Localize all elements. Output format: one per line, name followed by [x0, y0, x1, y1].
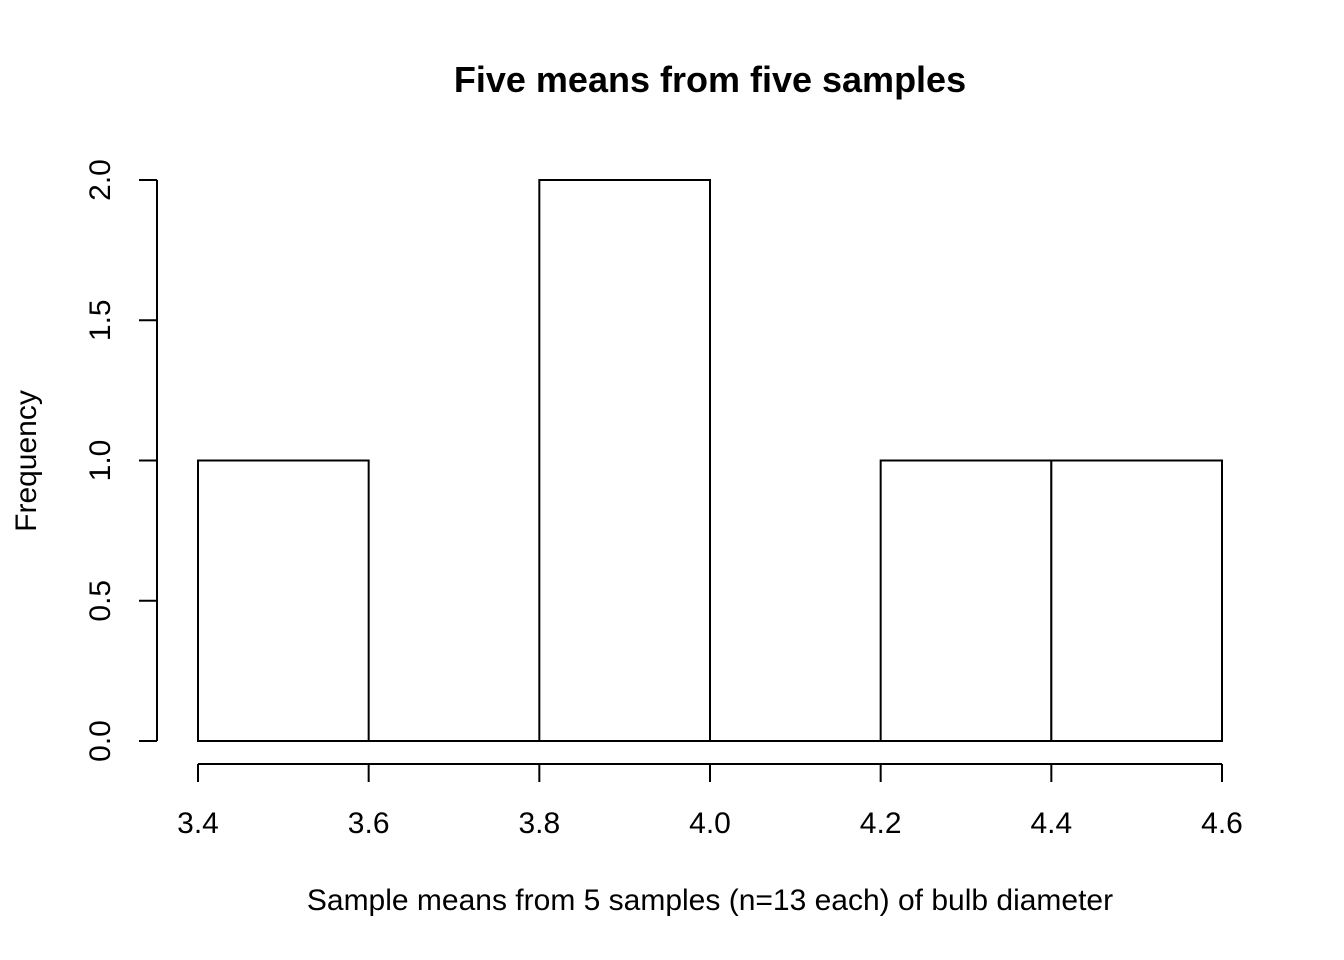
x-tick-label: 4.4: [1030, 807, 1072, 840]
y-tick-label: 2.0: [84, 159, 117, 201]
y-tick-label: 1.0: [84, 440, 117, 482]
x-tick-label: 3.4: [177, 807, 219, 840]
histogram-bar: [879, 459, 1053, 742]
x-tick-label: 4.2: [860, 807, 902, 840]
histogram-bar: [538, 179, 711, 742]
x-tick-label: 3.8: [518, 807, 560, 840]
x-tick-label: 3.6: [348, 807, 390, 840]
y-axis-label: Frequency: [10, 390, 43, 532]
chart-title: Five means from five samples: [454, 59, 966, 100]
histogram-bar: [1050, 459, 1224, 742]
x-tick-label: 4.6: [1201, 807, 1243, 840]
bars-group: [197, 179, 1224, 742]
y-tick-label: 0.5: [84, 580, 117, 622]
x-tick-label: 4.0: [689, 807, 731, 840]
histogram-bar: [197, 459, 370, 742]
x-axis: 3.4 3.6 3.8 4.0 4.2 4.4 4.6: [177, 763, 1243, 840]
y-axis: 0.0 0.5 1.0 1.5 2.0: [84, 159, 158, 762]
x-axis-label: Sample means from 5 samples (n=13 each) …: [307, 884, 1113, 917]
y-tick-label: 1.5: [84, 299, 117, 341]
y-tick-label: 0.0: [84, 720, 117, 762]
